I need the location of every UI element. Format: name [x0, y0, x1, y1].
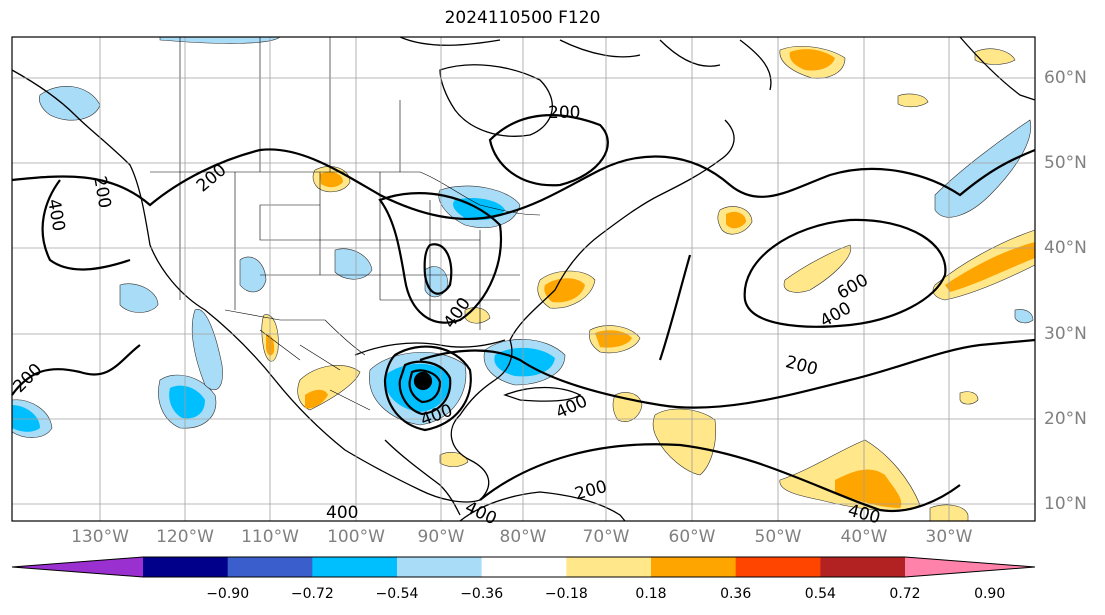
- neg-area-pacific-w-core: [12, 405, 40, 432]
- colorbar-segment: [566, 557, 652, 577]
- neg-area-rockies: [239, 256, 267, 293]
- contour-200-main: [11, 148, 1036, 221]
- pos-area-north-atl-core: [789, 49, 835, 71]
- lat-label: 10°N: [1044, 494, 1087, 514]
- colorbar-outline: [11, 556, 1036, 578]
- pos-area-south-atlantic-core: [835, 469, 902, 508]
- contour-200-lower: [11, 338, 1036, 409]
- coast-greenland: [959, 36, 1036, 101]
- lon-label: 100°W: [327, 527, 385, 547]
- lon-label: 50°W: [754, 527, 802, 547]
- colorbar-segment: [735, 557, 821, 577]
- colorbar-tick-label: 0.90: [974, 586, 1006, 602]
- contour-400-west: [41, 179, 131, 271]
- lon-label: 60°W: [668, 527, 716, 547]
- lon-label: 130°W: [71, 527, 129, 547]
- colorbar-tick-label: −0.18: [544, 586, 588, 602]
- lon-label: 80°W: [499, 527, 547, 547]
- contour-400-atlantic: [658, 254, 692, 361]
- pos-area-caribbean-e: [652, 408, 717, 476]
- pos-area-yucatan-core: [305, 389, 328, 409]
- contour-400-hurricane-3: [408, 369, 442, 404]
- coast-gulf: [354, 339, 506, 356]
- colorbar-tick-label: 0.36: [720, 586, 752, 602]
- lon-label: 70°W: [582, 527, 630, 547]
- colorbar-segment: [651, 557, 737, 577]
- colorbar-segment: [227, 557, 313, 577]
- coast-canada-arctic: [399, 36, 772, 91]
- colorbar-tick-label: −0.72: [290, 586, 334, 602]
- lon-label: 30°W: [925, 527, 973, 547]
- colorbar-segment: [820, 557, 906, 577]
- map-frame: [11, 36, 1036, 522]
- pos-area-honduras: [439, 452, 469, 467]
- colorbar-segment: [312, 557, 398, 577]
- colorbar-tick-label: −0.90: [206, 586, 250, 602]
- neg-area-pac-sw: [119, 283, 159, 313]
- pos-area-bahamas-core: [595, 330, 632, 348]
- coast-north-america-east: [450, 119, 735, 501]
- pos-area-south-atl-small: [959, 391, 979, 405]
- lat-label: 60°N: [1044, 68, 1087, 88]
- colorbar-segment: [397, 557, 483, 577]
- colorbar-tick-label: 0.72: [889, 586, 921, 602]
- colorbar-extend-max: [905, 557, 1035, 577]
- pos-area-labrador-core: [726, 211, 746, 229]
- colorbar-segment: [143, 557, 229, 577]
- contour-label: 400: [326, 503, 358, 523]
- pos-area-dakota-core: [320, 171, 343, 188]
- colorbar-tick-label: −0.54: [375, 586, 419, 602]
- lon-label: 110°W: [241, 527, 299, 547]
- lon-label: 120°W: [156, 527, 214, 547]
- border-us-canada: [150, 171, 541, 216]
- coast-north-america-west: [11, 69, 481, 503]
- contour-200-north: [488, 114, 609, 187]
- colorbar-tick-label: 0.18: [635, 586, 667, 602]
- pos-area-carolina-core: [544, 278, 585, 303]
- neg-area-plains: [334, 248, 373, 280]
- border-states-1: [179, 172, 520, 330]
- colorbar: [11, 556, 1036, 578]
- neg-area-baja: [191, 309, 223, 390]
- coast-central-america: [384, 439, 461, 516]
- border-mexico-states: [259, 329, 371, 411]
- lat-label: 50°N: [1044, 153, 1087, 173]
- map-title: 2024110500 F120: [444, 8, 601, 28]
- contour-600-ellipse: [743, 218, 947, 328]
- lat-label: 30°N: [1044, 324, 1087, 344]
- colorbar-segment: [481, 557, 567, 577]
- colorbar-extend-min: [12, 557, 143, 577]
- border-us-mexico: [224, 309, 366, 356]
- coast-cuba: [503, 386, 582, 402]
- contour-400-south: [479, 443, 961, 513]
- border-canada-provinces: [179, 37, 401, 172]
- lat-label: 40°N: [1044, 238, 1087, 258]
- lon-label: 40°W: [840, 527, 888, 547]
- contour-400-low-b: [423, 243, 453, 295]
- shaded-fields: [11, 36, 1036, 522]
- contours: [11, 114, 1036, 513]
- map-background: [12, 37, 1035, 521]
- contour-400-hurricane-2: [398, 360, 452, 416]
- neg-area-atlantic-e: [1014, 309, 1034, 324]
- contour-400-low-a: [378, 192, 502, 324]
- political-borders: [150, 37, 541, 411]
- neg-area-pac-north: [159, 36, 281, 44]
- neg-area-alaska: [39, 86, 101, 121]
- neg-area-mexico-core: [169, 385, 205, 419]
- pos-area-greenland: [974, 48, 1016, 65]
- contour-400-hurricane-1: [383, 345, 472, 432]
- lon-label: 90°W: [417, 527, 465, 547]
- pos-area-mid-atlantic: [783, 244, 852, 293]
- colorbar-tick-label: −0.36: [460, 586, 504, 602]
- neg-area-greenland: [934, 119, 1032, 218]
- pos-area-east-atlantic-core: [945, 242, 1035, 292]
- contour-hurricane-center: [413, 371, 433, 391]
- colorbar-tick-label: 0.54: [804, 586, 836, 602]
- lat-label: 20°N: [1044, 409, 1087, 429]
- coast-hudson-bay: [439, 64, 553, 137]
- pos-area-iceland: [897, 93, 929, 108]
- contour-label: 200: [548, 103, 580, 123]
